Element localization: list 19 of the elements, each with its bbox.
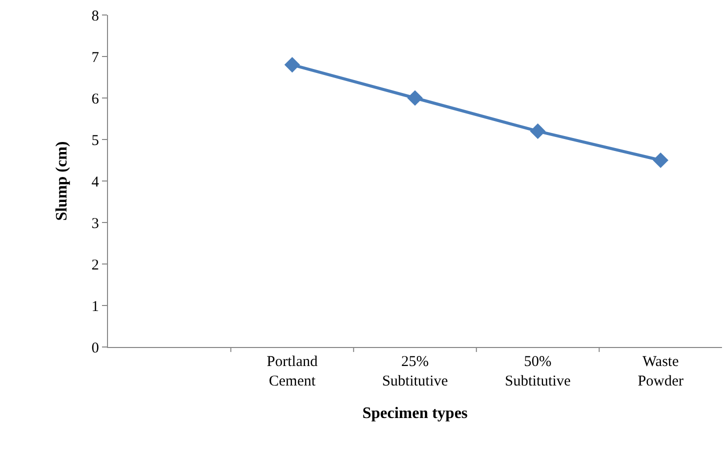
y-tick-label: 5 bbox=[92, 132, 99, 149]
x-tick-label: 25% Subtitutive bbox=[382, 354, 448, 390]
y-tick-label: 8 bbox=[92, 8, 99, 24]
point bbox=[530, 123, 546, 139]
x-axis-title: Specimen types bbox=[362, 405, 468, 422]
point bbox=[284, 57, 300, 73]
point bbox=[407, 90, 423, 106]
x-tick-label: Portland Cement bbox=[266, 354, 318, 390]
y-tick-label: 7 bbox=[92, 50, 100, 66]
y-tick-label: 3 bbox=[92, 216, 99, 232]
x-tick-label: Waste Powder bbox=[638, 354, 684, 390]
y-tick-label: 4 bbox=[92, 174, 100, 190]
y-axis-title: Slump (cm) bbox=[53, 141, 70, 221]
y-tick-label: 6 bbox=[92, 91, 100, 108]
point bbox=[652, 152, 668, 168]
y-tick-label: 1 bbox=[92, 298, 99, 315]
y-tick-label: 0 bbox=[92, 340, 99, 356]
y-tick-label: 2 bbox=[92, 257, 99, 274]
x-tick-label: 50% Subtitutive bbox=[504, 354, 572, 390]
